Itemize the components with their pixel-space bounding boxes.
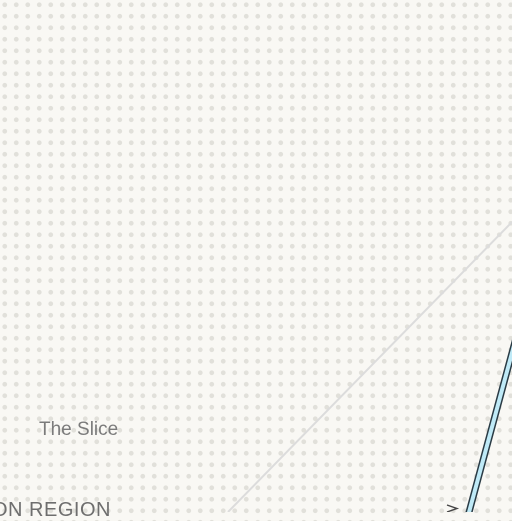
minor-road: [227, 221, 512, 512]
route-line[interactable]: [467, 338, 512, 512]
region-label: ON REGION: [0, 499, 111, 521]
chevron-right-icon: [446, 504, 460, 512]
poi-label-the-slice[interactable]: The Slice: [39, 419, 119, 440]
